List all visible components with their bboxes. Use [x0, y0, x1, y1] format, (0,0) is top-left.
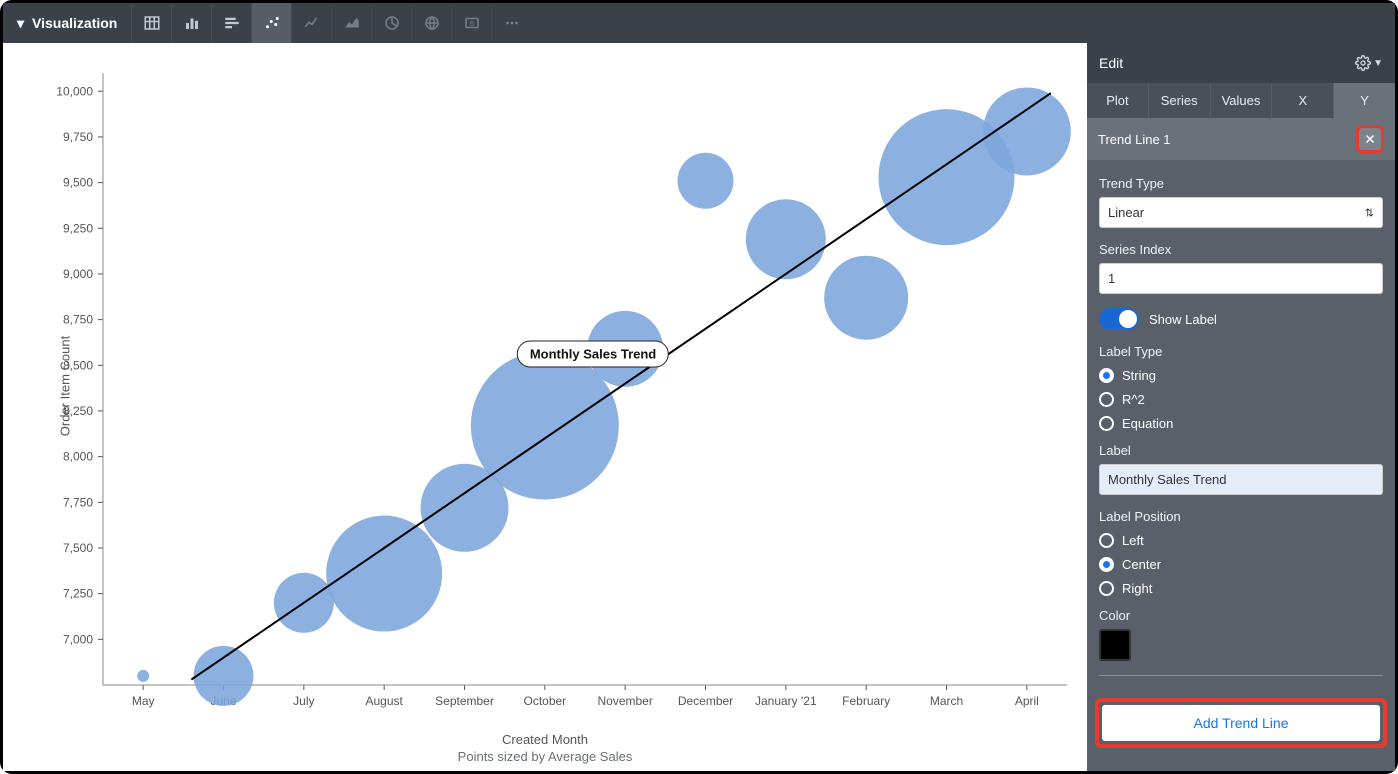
caret-down-icon: ▾	[17, 15, 24, 32]
radio-icon	[1099, 557, 1114, 572]
svg-text:December: December	[678, 694, 733, 708]
trend-line-label-pill: Monthly Sales Trend	[517, 341, 669, 368]
label-type-option-string[interactable]: String	[1099, 368, 1383, 383]
show-label-toggle[interactable]	[1099, 308, 1139, 330]
radio-icon	[1099, 368, 1114, 383]
data-bubble[interactable]	[194, 646, 254, 706]
label-position-option-left[interactable]: Left	[1099, 533, 1383, 548]
label-label: Label	[1099, 443, 1383, 458]
edit-tabs: PlotSeriesValuesXY	[1087, 83, 1395, 118]
svg-text:January '21: January '21	[755, 694, 817, 708]
svg-text:10,000: 10,000	[56, 84, 93, 98]
scatter-chart-icon[interactable]	[251, 3, 291, 43]
map-chart-icon[interactable]	[411, 3, 451, 43]
data-bubble[interactable]	[746, 199, 826, 279]
svg-text:8,000: 8,000	[63, 450, 93, 464]
svg-text:7,750: 7,750	[63, 495, 93, 509]
svg-text:9,500: 9,500	[63, 176, 93, 190]
trend-type-label: Trend Type	[1099, 176, 1383, 191]
y-axis-label: Order Item Count	[58, 335, 73, 435]
tab-plot[interactable]: Plot	[1087, 83, 1149, 118]
visualization-title-group[interactable]: ▾ Visualization	[3, 15, 131, 32]
svg-text:October: October	[523, 694, 566, 708]
label-position-option-center[interactable]: Center	[1099, 557, 1383, 572]
label-position-option-right[interactable]: Right	[1099, 581, 1383, 596]
edit-panel: Edit ▼ PlotSeriesValuesXY Trend Line 1 T…	[1087, 43, 1395, 771]
svg-text:9,000: 9,000	[63, 267, 93, 281]
add-trend-line-highlight: Add Trend Line	[1095, 698, 1387, 748]
line-chart-icon[interactable]	[291, 3, 331, 43]
single-value-icon[interactable]: 6	[451, 3, 491, 43]
svg-text:9,250: 9,250	[63, 221, 93, 235]
tab-x[interactable]: X	[1272, 83, 1334, 118]
svg-text:8,750: 8,750	[63, 313, 93, 327]
tab-series[interactable]: Series	[1149, 83, 1211, 118]
trend-line-section-title: Trend Line 1	[1098, 132, 1171, 147]
tab-values[interactable]: Values	[1211, 83, 1273, 118]
svg-text:September: September	[435, 694, 494, 708]
radio-icon	[1099, 392, 1114, 407]
caret-down-icon[interactable]: ▼	[1373, 58, 1383, 69]
edit-panel-title: Edit	[1099, 55, 1123, 71]
more-icon[interactable]	[491, 3, 531, 43]
bar-chart-icon[interactable]	[211, 3, 251, 43]
scatter-chart: 7,0007,2507,5007,7508,0008,2508,5008,750…	[3, 43, 1087, 725]
svg-text:July: July	[293, 694, 314, 708]
label-position-option-label: Left	[1122, 533, 1144, 548]
trend-type-value: Linear	[1108, 205, 1144, 220]
label-type-option-r-2[interactable]: R^2	[1099, 392, 1383, 407]
add-trend-line-button[interactable]: Add Trend Line	[1102, 705, 1380, 741]
label-position-option-label: Center	[1122, 557, 1161, 572]
pie-chart-icon[interactable]	[371, 3, 411, 43]
svg-text:May: May	[132, 694, 155, 708]
radio-icon	[1099, 581, 1114, 596]
label-position-label: Label Position	[1099, 509, 1383, 524]
series-index-input[interactable]	[1099, 263, 1383, 294]
label-position-option-label: Right	[1122, 581, 1152, 596]
trend-line	[191, 93, 1051, 679]
table-icon[interactable]	[131, 3, 171, 43]
x-axis-label: Created Month	[3, 728, 1087, 749]
remove-trend-line-button[interactable]	[1356, 125, 1384, 153]
series-index-label: Series Index	[1099, 242, 1383, 257]
label-type-option-label: String	[1122, 368, 1156, 383]
column-chart-icon[interactable]	[171, 3, 211, 43]
chart-footer-note: Points sized by Average Sales	[3, 749, 1087, 774]
svg-text:7,000: 7,000	[63, 632, 93, 646]
radio-icon	[1099, 533, 1114, 548]
color-swatch[interactable]	[1099, 629, 1131, 661]
edit-panel-header: Edit ▼	[1087, 43, 1395, 83]
label-type-option-label: Equation	[1122, 416, 1173, 431]
label-type-option-label: R^2	[1122, 392, 1145, 407]
show-label-text: Show Label	[1149, 312, 1217, 327]
svg-text:7,500: 7,500	[63, 541, 93, 555]
svg-text:August: August	[365, 694, 403, 708]
gear-icon[interactable]	[1355, 55, 1371, 71]
label-input[interactable]	[1099, 464, 1383, 495]
svg-text:7,250: 7,250	[63, 587, 93, 601]
radio-icon	[1099, 416, 1114, 431]
visualization-title: Visualization	[32, 15, 117, 31]
data-bubble[interactable]	[824, 256, 908, 340]
label-type-option-equation[interactable]: Equation	[1099, 416, 1383, 431]
close-icon	[1363, 132, 1377, 146]
top-toolbar: ▾ Visualization 6	[3, 3, 1395, 43]
chart-area: 7,0007,2507,5007,7508,0008,2508,5008,750…	[3, 43, 1087, 771]
svg-text:March: March	[930, 694, 963, 708]
label-type-label: Label Type	[1099, 344, 1383, 359]
svg-text:February: February	[842, 694, 890, 708]
svg-text:9,750: 9,750	[63, 130, 93, 144]
svg-text:6: 6	[470, 19, 474, 28]
data-bubble[interactable]	[678, 153, 734, 209]
data-bubble[interactable]	[326, 516, 442, 632]
trend-type-select[interactable]: Linear	[1099, 197, 1383, 228]
tab-y[interactable]: Y	[1334, 83, 1395, 118]
svg-text:April: April	[1015, 694, 1039, 708]
color-label: Color	[1099, 608, 1383, 623]
trend-line-section-header: Trend Line 1	[1087, 118, 1395, 160]
data-bubble[interactable]	[137, 670, 149, 682]
svg-text:November: November	[597, 694, 652, 708]
area-chart-icon[interactable]	[331, 3, 371, 43]
